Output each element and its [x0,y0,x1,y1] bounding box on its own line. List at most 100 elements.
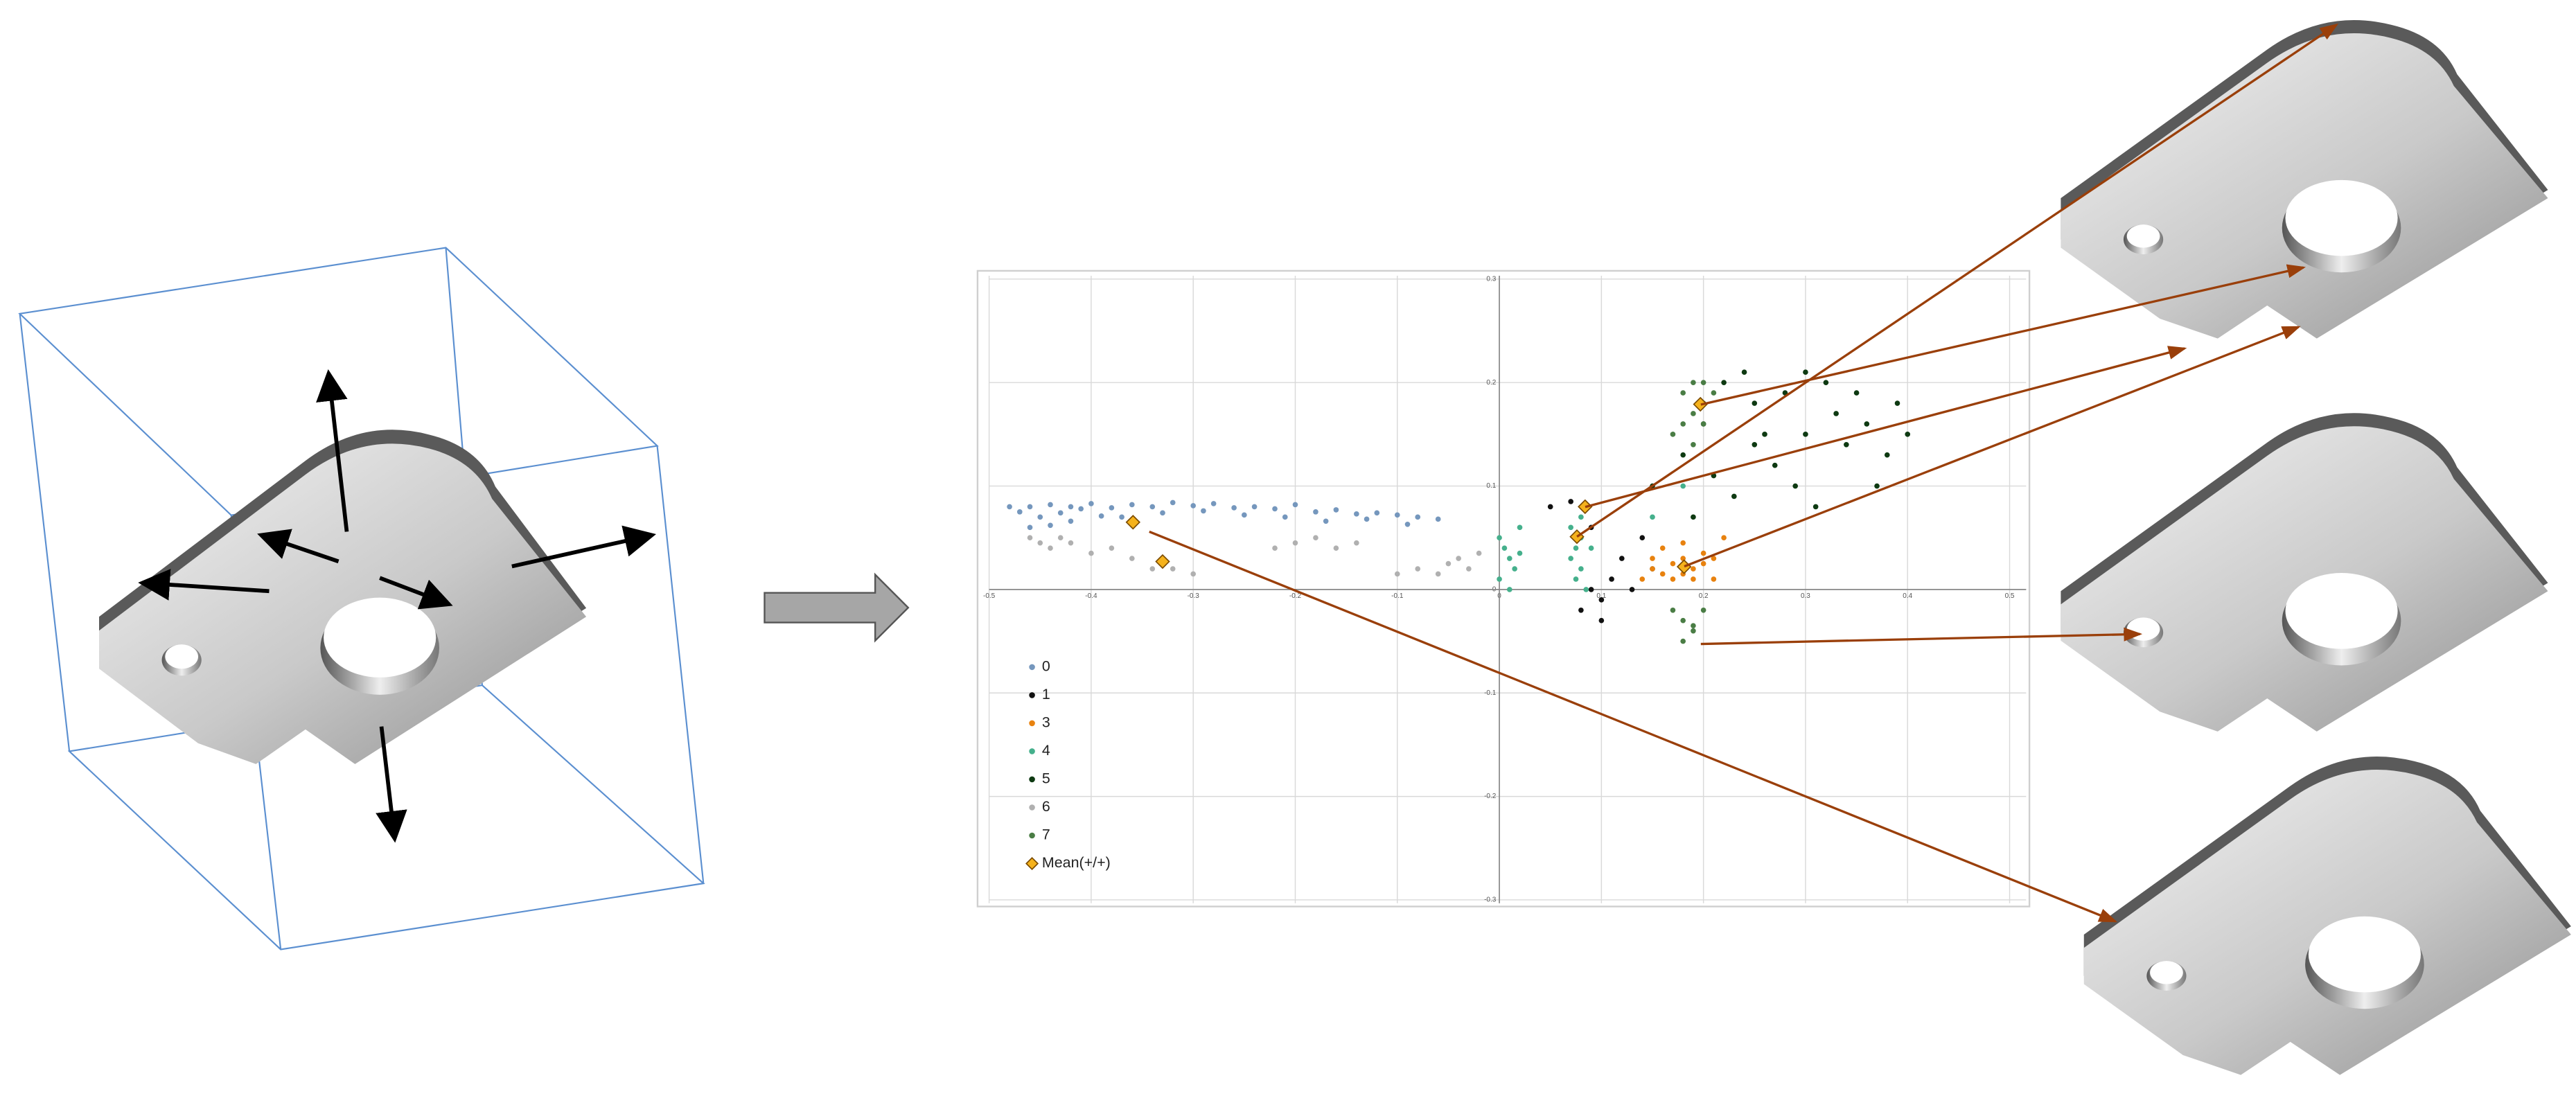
point [1639,535,1646,541]
point [1629,587,1635,592]
point [1547,504,1553,510]
legend-label: 5 [1042,770,1050,787]
point [1088,501,1094,506]
x-tick-label: 0.4 [1903,592,1912,600]
point [1691,514,1696,520]
point [1670,560,1676,567]
point [1027,524,1033,531]
point [1700,380,1706,385]
point [1700,560,1706,567]
point [1680,452,1686,458]
x-tick-label: -0.4 [1085,592,1097,600]
point [1445,560,1452,567]
point [1721,535,1727,541]
point [1068,518,1074,524]
point [1068,504,1074,510]
point [1282,514,1288,520]
point [1048,545,1053,551]
legend-marker [1029,692,1035,698]
y-tick-label: 0.1 [1486,482,1496,490]
legend-label: 1 [1042,686,1050,702]
point [1037,540,1043,546]
point [1119,514,1124,520]
point [1027,504,1033,510]
output-part [2083,756,2571,1075]
point [1242,512,1247,518]
point [1680,638,1686,644]
point [1823,380,1829,385]
chart-frame [976,269,2031,908]
point [1894,400,1900,406]
point [1578,607,1584,613]
point [1517,550,1523,556]
point [1619,556,1625,561]
point [1578,514,1584,520]
point [1007,504,1012,510]
point [1752,400,1758,406]
point [1844,441,1849,448]
point [1170,500,1176,506]
point [1088,550,1094,556]
point [1313,509,1318,515]
point [1670,607,1676,613]
y-tick-label: 0.2 [1486,379,1496,387]
point [1568,499,1573,504]
point [1700,421,1706,427]
point [1497,535,1502,541]
x-tick-label: -0.2 [1289,592,1302,600]
point [1691,441,1696,448]
point [1762,432,1767,437]
point [1731,493,1737,500]
point [1659,545,1666,551]
point [1394,571,1400,577]
point [1803,369,1808,375]
point [1201,508,1206,514]
mean-point [1125,515,1141,530]
legend-label: Mean(+/+) [1042,854,1111,871]
point [1068,540,1074,546]
mean-point [1578,499,1593,515]
point [1905,432,1911,437]
point [1792,483,1799,489]
point [1415,514,1421,520]
point [1160,510,1165,516]
point [1354,540,1359,546]
point [1568,556,1573,561]
point [1772,462,1778,468]
point [1691,623,1696,628]
output-part [2061,413,2548,732]
point [1691,566,1696,572]
x-tick-label: 0.2 [1699,592,1709,600]
point [1506,556,1512,561]
connectors [1149,23,2339,923]
point [1057,510,1064,516]
legend-label: 4 [1042,742,1050,759]
point [1149,504,1156,510]
point [1659,571,1666,577]
point [1573,576,1579,582]
point [1170,566,1176,572]
mean-point [1155,554,1170,569]
point [1466,566,1472,572]
point [1129,556,1135,561]
point [1129,502,1135,508]
y-tick-label: -0.2 [1484,793,1497,800]
point [1691,411,1696,416]
point [1415,566,1421,572]
point [1721,380,1727,385]
point [1609,576,1614,582]
point [1109,545,1115,551]
point [1292,540,1298,546]
x-tick-label: -0.3 [1188,592,1200,600]
point [1650,514,1655,520]
point [1292,502,1298,508]
point [1650,556,1655,561]
point [1833,411,1839,416]
point [1680,483,1686,489]
point [1190,503,1197,509]
point [1323,518,1329,524]
point [1374,510,1380,516]
point [1568,524,1573,531]
